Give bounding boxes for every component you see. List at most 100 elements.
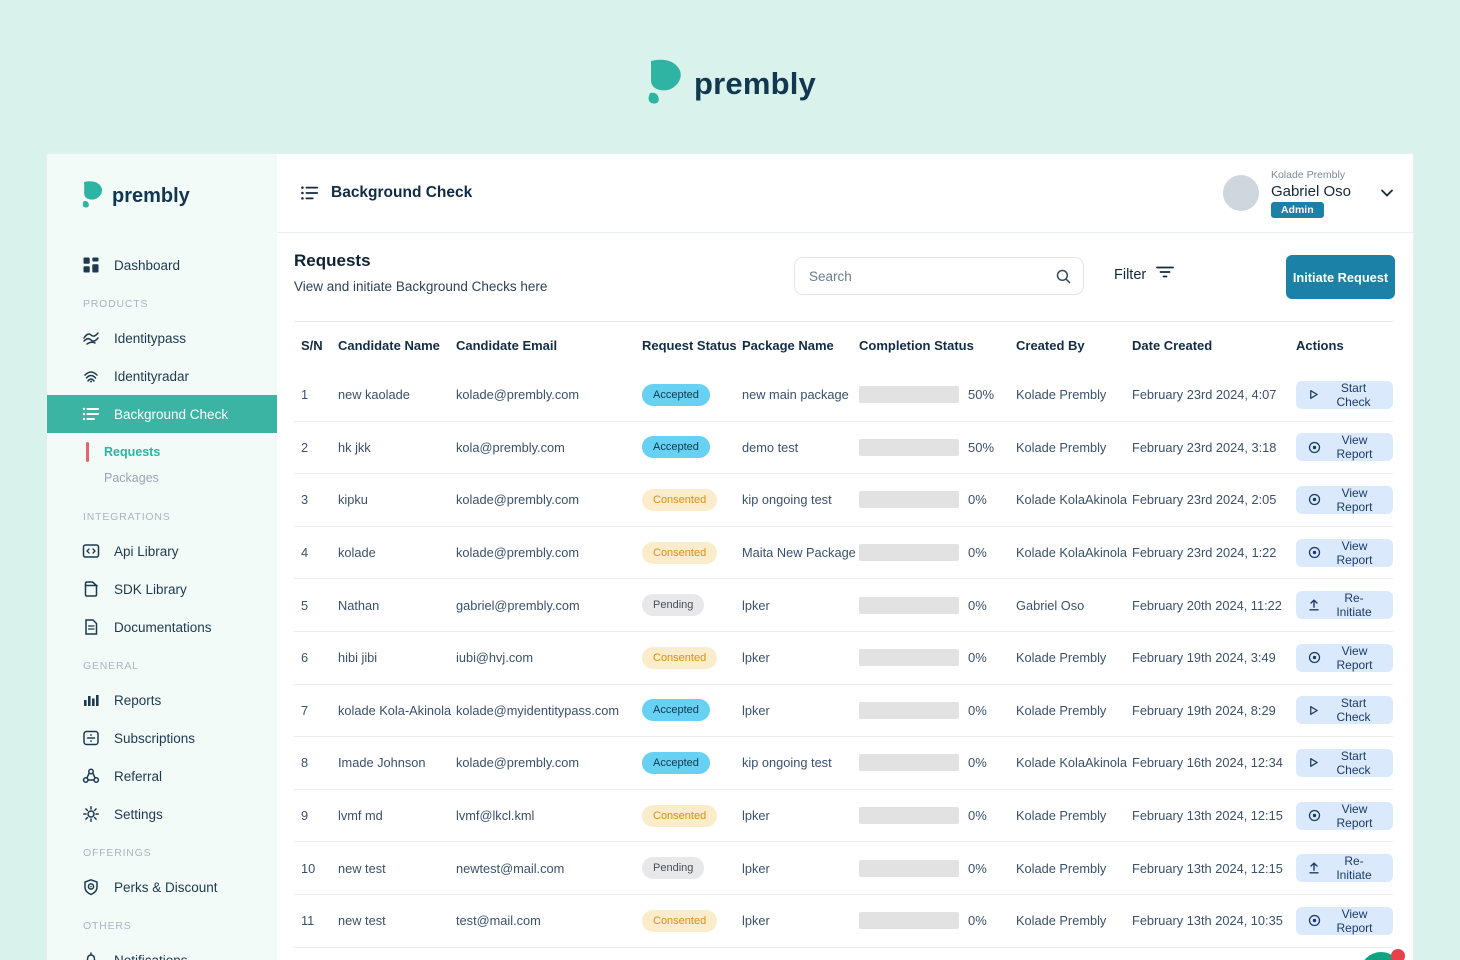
start-check-button[interactable]: Start Check [1296, 696, 1393, 725]
eye-icon [1308, 441, 1321, 454]
action-button-label: Start Check [1336, 380, 1371, 409]
cell-candidate-email: kolade@prembly.com [456, 492, 579, 508]
action-button-label: Re-Initiate [1336, 854, 1372, 883]
sidebar-subitem-packages[interactable]: Packages [104, 471, 159, 485]
completion-percent: 0% [968, 860, 987, 876]
cell-candidate-name: kolade Kola-Akinola [338, 702, 452, 718]
completion-percent: 0% [968, 650, 987, 666]
table-body: 1 new kaolade kolade@prembly.com Accepted ne… [294, 369, 1393, 948]
start-check-button[interactable]: Start Check [1296, 380, 1393, 409]
search-box [794, 257, 1084, 295]
sidebar-item-notifications[interactable]: Notifications [47, 941, 277, 960]
bar-chart-icon [82, 691, 100, 709]
start-check-button[interactable]: Start Check [1296, 748, 1393, 777]
sidebar-item-background-check[interactable]: Background Check [47, 395, 277, 433]
sidebar-item-api-library[interactable]: Api Library [47, 532, 277, 570]
main-header: Background Check Kolade Prembly Gabriel … [277, 154, 1413, 233]
sidebar-wordmark: prembly [112, 185, 190, 207]
user-menu[interactable]: Kolade Prembly Gabriel Oso Admin [1222, 169, 1393, 218]
cell-candidate-name: Nathan [338, 597, 380, 613]
cell-package-name: lpker [742, 808, 770, 824]
sidebar-item-dashboard[interactable]: Dashboard [47, 246, 277, 284]
sidebar-item-identityradar[interactable]: Identityradar [47, 357, 277, 395]
chevron-down-icon[interactable] [1381, 189, 1393, 197]
sidebar-item-perks-discount[interactable]: Perks & Discount [47, 868, 277, 906]
cell-candidate-name: new test [338, 913, 386, 929]
eye-icon [1308, 914, 1321, 927]
filter-button[interactable]: Filter [1114, 265, 1175, 284]
action-button-label: Start Check [1336, 748, 1371, 777]
initiate-request-button[interactable]: Initiate Request [1286, 255, 1395, 299]
col-candidate-name: Candidate Name [338, 338, 440, 353]
section-label-integrations: INTEGRATIONS [83, 511, 171, 523]
sidebar-item-subscriptions[interactable]: Subscriptions [47, 719, 277, 757]
cell-created-by: Kolade Prembly [1016, 439, 1107, 455]
progress-bar [859, 912, 959, 930]
subscriptions-icon [82, 729, 100, 747]
view-report-button[interactable]: View Report [1296, 433, 1393, 462]
sidebar-item-documentations[interactable]: Documentations [47, 608, 277, 646]
cell-created-by: Kolade Prembly [1016, 808, 1107, 824]
completion-percent: 0% [968, 702, 987, 718]
completion-status: 50% [859, 438, 1016, 456]
cell-candidate-name: new kaolade [338, 387, 410, 403]
sidebar-item-sdk-library[interactable]: SDK Library [47, 570, 277, 608]
sidebar-item-reports[interactable]: Reports [47, 681, 277, 719]
table-row: 6 hibi jibi iubi@hvj.com Consented lpker 0% Ko… [294, 632, 1393, 685]
sidebar-item-label: Settings [114, 806, 163, 822]
table-header-row: S/N Candidate Name Candidate Email Reque… [294, 322, 1393, 369]
upload-icon [1308, 599, 1320, 611]
completion-percent: 0% [968, 808, 987, 824]
cell-sn: 6 [301, 650, 309, 666]
view-report-button[interactable]: View Report [1296, 485, 1393, 514]
app-window: prembly Dashboard PRODUCTS Identitypass Ide… [46, 153, 1414, 960]
view-report-button[interactable]: View Report [1296, 538, 1393, 567]
requests-title: Requests [294, 251, 371, 270]
cell-candidate-name: hk jkk [338, 439, 371, 455]
sidebar-item-label: Identitypass [114, 330, 187, 346]
status-badge: Accepted [642, 751, 710, 774]
progress-bar [859, 491, 959, 509]
status-badge: Accepted [642, 383, 710, 406]
progress-bar [859, 807, 959, 825]
sidebar-item-settings[interactable]: Settings [47, 795, 277, 833]
play-icon [1308, 389, 1319, 400]
sidebar-logo[interactable]: prembly [47, 154, 277, 213]
sidebar-item-label: Dashboard [114, 257, 181, 273]
view-report-button[interactable]: View Report [1296, 801, 1393, 830]
chat-notification-dot [1391, 949, 1405, 960]
re-initiate-button[interactable]: Re-Initiate [1296, 591, 1393, 620]
user-name: Gabriel Oso [1270, 182, 1351, 200]
cell-sn: 5 [301, 597, 309, 613]
sidebar-item-referral[interactable]: Referral [47, 757, 277, 795]
filter-icon [1156, 265, 1175, 284]
progress-bar [859, 701, 959, 719]
cell-candidate-email: kola@prembly.com [456, 439, 565, 455]
sidebar-item-label: Documentations [114, 619, 212, 635]
cell-date-created: February 16th 2024, 12:34 [1132, 755, 1283, 771]
cell-sn: 3 [301, 492, 309, 508]
sidebar-item-label: Subscriptions [114, 730, 196, 746]
sidebar-subitem-requests[interactable]: Requests [47, 439, 277, 465]
cell-created-by: Kolade Prembly [1016, 387, 1107, 403]
cell-package-name: kip ongoing test [742, 755, 832, 771]
user-role-badge: Admin [1270, 201, 1324, 218]
sidebar-item-identitypass[interactable]: Identitypass [47, 319, 277, 357]
cell-candidate-email: newtest@mail.com [456, 860, 565, 876]
table-row: 10 new test newtest@mail.com Pending lpker 0%… [294, 842, 1393, 895]
col-actions: Actions [1296, 338, 1344, 353]
search-icon[interactable] [1056, 269, 1071, 284]
completion-status: 0% [859, 596, 1016, 614]
completion-status: 0% [859, 912, 1016, 930]
cell-candidate-email: iubi@hvj.com [456, 650, 534, 666]
bell-icon [82, 951, 100, 960]
chat-widget-button[interactable] [1360, 952, 1402, 960]
search-input[interactable] [809, 268, 1056, 284]
completion-percent: 0% [968, 597, 987, 613]
view-report-button[interactable]: View Report [1296, 643, 1393, 672]
view-report-button[interactable]: View Report [1296, 906, 1393, 935]
referral-icon [82, 767, 100, 785]
page-title-wrap: Background Check [301, 184, 472, 202]
re-initiate-button[interactable]: Re-Initiate [1296, 854, 1393, 883]
cell-created-by: Kolade Prembly [1016, 913, 1107, 929]
